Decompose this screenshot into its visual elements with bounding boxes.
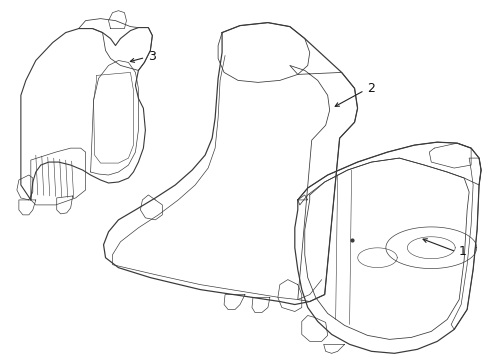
Text: 1: 1 bbox=[458, 245, 466, 258]
Text: 3: 3 bbox=[148, 50, 156, 63]
Text: 2: 2 bbox=[367, 82, 375, 95]
